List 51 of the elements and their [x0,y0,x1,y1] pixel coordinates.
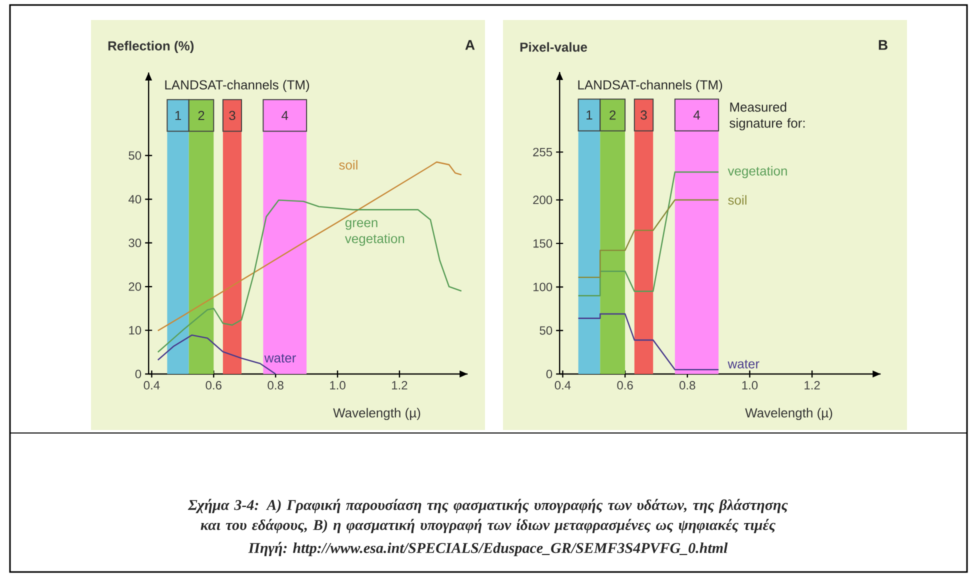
band-label: 3 [229,110,236,120]
y-tick-label: 0 [135,370,142,378]
series-label: vegetation [728,166,787,178]
band-label: 2 [610,110,616,120]
y-tick-label: 40 [128,194,142,204]
y-tick-label: 100 [533,282,552,292]
x-tick-label: 0.4 [554,381,571,390]
series-label: water [264,354,296,363]
band-label: 1 [586,110,592,120]
y-tick-label: 50 [540,326,552,335]
y-tick-label: 255 [533,148,552,156]
y-tick-label: 10 [129,326,142,335]
series-label: water [728,360,760,368]
band-label: 4 [693,110,700,120]
text: Πηγή: http://www.esa.int/SPECIALS/Eduspace_GR/SEMF3S4PVFG_0.html [248,542,728,556]
text: soil [339,160,358,170]
band-label: 4 [282,110,288,120]
series-label: green vegetation [344,220,404,246]
y-tick-label: 30 [128,238,142,248]
y-tick-label: 50 [128,151,142,160]
x-tick-label: 0.8 [268,381,284,390]
text: B [878,40,888,50]
series-label: soil [728,195,746,205]
y-tick-label: 20 [128,282,142,291]
annotation: LANDSAT-channels (TM) [165,80,310,92]
line-series [578,199,720,278]
text: A [465,40,475,50]
x-tick-label: 1.2 [804,381,820,390]
band-label: 2 [198,110,204,120]
line-series [157,199,462,353]
y-axis-title: Pixel-value [520,42,588,52]
x-tick-label: 0.8 [680,381,696,390]
line-series [578,313,720,370]
y-axis-title: Reflection (%) [108,40,194,54]
y-tick-label: 200 [533,196,552,204]
annotation: LANDSAT-channels (TM) [578,80,722,92]
x-tick-label: 0.6 [206,381,222,390]
x-tick-label: 1.2 [392,381,408,390]
line-series [578,171,720,296]
x-axis-title: Wavelength (µ) [333,408,420,420]
x-tick-label: 1.0 [742,381,758,390]
x-tick-label: 0.4 [144,381,160,390]
x-tick-label: 1.0 [330,381,346,390]
band-label: 1 [175,110,182,120]
annotation: Measured signature for: [730,102,805,130]
band-label: 3 [640,110,647,120]
y-tick-label: 150 [533,239,552,248]
x-tick-label: 0.6 [617,381,633,390]
x-axis-title: Wavelength (µ) [745,408,832,420]
y-tick-label: 0 [546,370,552,378]
text: Σχήμα 3-4: A) Γραφική παρουσίαση της φασματικής υπογραφής των υδάτων, της βλάστησης και του εδάφους, B) η φασματική υπογραφή των ίδιων μεταφρασμένες ως ψηφιακές τιμές [188,498,788,534]
